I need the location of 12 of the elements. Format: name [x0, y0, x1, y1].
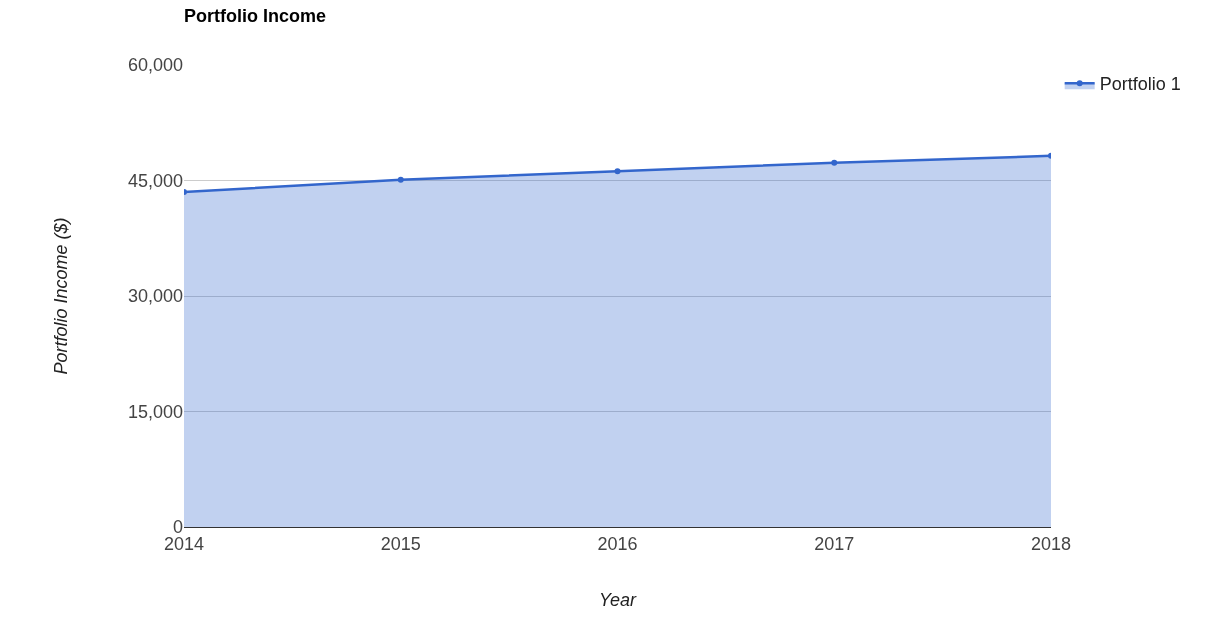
x-axis-title: Year: [598, 589, 638, 610]
y-tick-label: 30,000: [127, 286, 183, 307]
x-tick-label: 2018: [1030, 533, 1072, 554]
y-tick-label: 45,000: [127, 170, 183, 191]
legend-label: Portfolio 1: [1099, 74, 1181, 95]
x-tick-label: 2017: [814, 533, 855, 554]
y-tick-label: 15,000: [127, 401, 183, 422]
y-tick-label: 60,000: [127, 55, 183, 76]
chart-title: Portfolio Income: [184, 6, 327, 27]
x-tick-label: 2015: [380, 533, 421, 554]
x-tick-label: 2016: [597, 533, 638, 554]
y-axis-title: Portfolio Income ($): [51, 217, 72, 375]
